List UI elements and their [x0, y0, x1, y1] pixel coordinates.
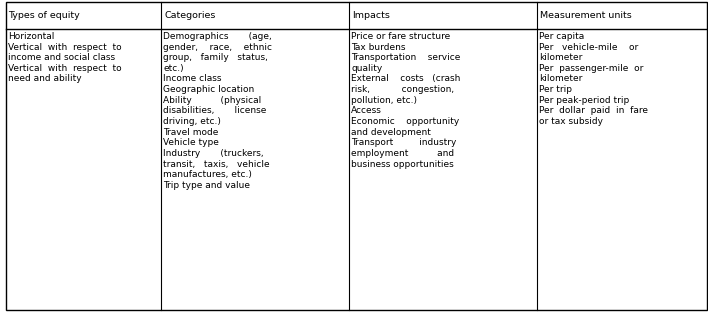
Text: employment          and: employment and	[351, 149, 455, 158]
Text: Measurement units: Measurement units	[539, 11, 632, 20]
Text: Vertical  with  respect  to: Vertical with respect to	[8, 42, 121, 51]
Text: manufactures, etc.): manufactures, etc.)	[164, 170, 252, 179]
Text: group,   family   status,: group, family status,	[164, 53, 268, 62]
Text: Impacts: Impacts	[352, 11, 390, 20]
Text: Tax burdens: Tax burdens	[351, 42, 406, 51]
Text: kilometer: kilometer	[539, 53, 583, 62]
Text: need and ability: need and ability	[8, 75, 81, 84]
Text: Transport         industry: Transport industry	[351, 139, 457, 147]
Text: gender,    race,    ethnic: gender, race, ethnic	[164, 42, 273, 51]
Text: business opportunities: business opportunities	[351, 160, 454, 169]
Text: Vehicle type: Vehicle type	[164, 139, 219, 147]
Text: quality: quality	[351, 64, 382, 73]
Text: and development: and development	[351, 128, 431, 137]
Text: pollution, etc.): pollution, etc.)	[351, 96, 417, 105]
Text: Horizontal: Horizontal	[8, 32, 55, 41]
Text: risk,           congestion,: risk, congestion,	[351, 85, 455, 94]
Text: Price or fare structure: Price or fare structure	[351, 32, 450, 41]
Text: Per  dollar  paid  in  fare: Per dollar paid in fare	[539, 106, 648, 115]
Text: Per trip: Per trip	[539, 85, 572, 94]
Text: Trip type and value: Trip type and value	[164, 181, 251, 190]
Text: Transportation    service: Transportation service	[351, 53, 461, 62]
Text: Economic    opportunity: Economic opportunity	[351, 117, 459, 126]
Text: Demographics       (age,: Demographics (age,	[164, 32, 272, 41]
Text: or tax subsidy: or tax subsidy	[539, 117, 603, 126]
Text: etc.): etc.)	[164, 64, 184, 73]
Text: Per  passenger-mile  or: Per passenger-mile or	[539, 64, 644, 73]
Text: Travel mode: Travel mode	[164, 128, 219, 137]
Text: Vertical  with  respect  to: Vertical with respect to	[8, 64, 121, 73]
Text: disabilities,       license: disabilities, license	[164, 106, 267, 115]
Text: Geographic location: Geographic location	[164, 85, 255, 94]
Text: driving, etc.): driving, etc.)	[164, 117, 222, 126]
Text: income and social class: income and social class	[8, 53, 115, 62]
Text: kilometer: kilometer	[539, 75, 583, 84]
Text: Industry       (truckers,: Industry (truckers,	[164, 149, 264, 158]
Text: Per   vehicle-mile    or: Per vehicle-mile or	[539, 42, 639, 51]
Text: transit,   taxis,   vehicle: transit, taxis, vehicle	[164, 160, 270, 169]
Text: Categories: Categories	[164, 11, 215, 20]
Text: Income class: Income class	[164, 75, 222, 84]
Text: Per capita: Per capita	[539, 32, 584, 41]
Text: Per peak-period trip: Per peak-period trip	[539, 96, 629, 105]
Text: Types of equity: Types of equity	[8, 11, 80, 20]
Text: Access: Access	[351, 106, 382, 115]
Text: Ability          (physical: Ability (physical	[164, 96, 262, 105]
Text: External    costs   (crash: External costs (crash	[351, 75, 461, 84]
